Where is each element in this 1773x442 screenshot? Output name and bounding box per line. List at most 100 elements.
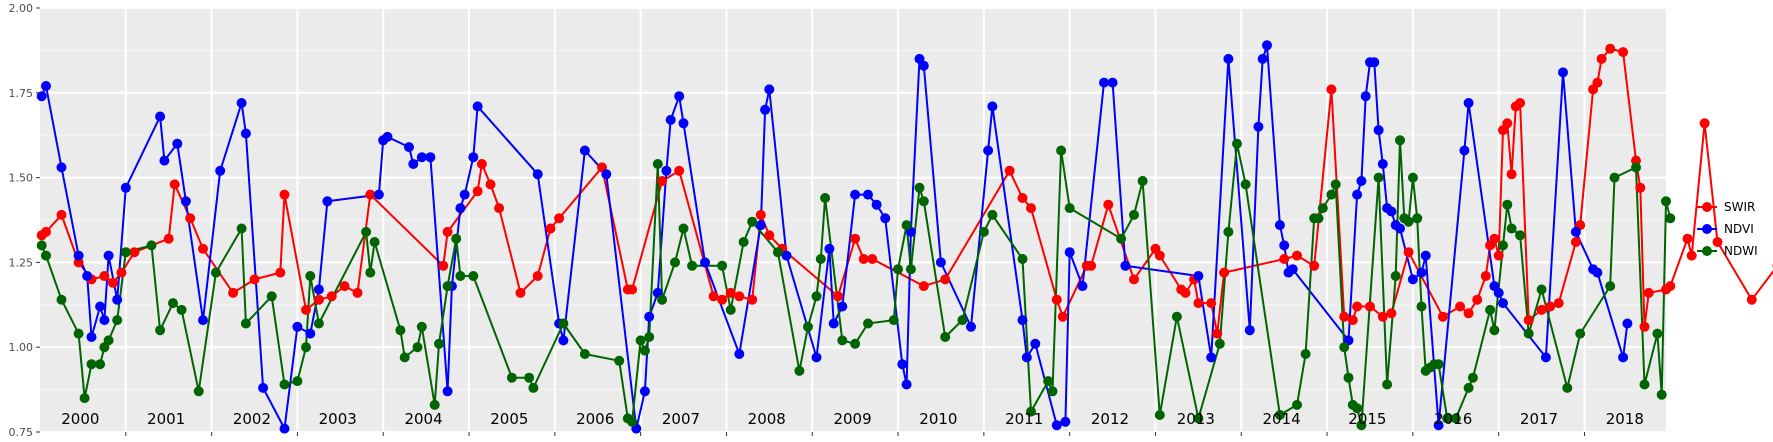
data-point — [1352, 189, 1363, 200]
data-point — [1026, 203, 1036, 214]
year-label: 2014 — [1263, 410, 1301, 428]
data-point — [1459, 145, 1470, 156]
data-point — [1206, 298, 1217, 309]
data-point — [644, 332, 655, 342]
data-point — [1485, 304, 1496, 315]
data-point — [820, 193, 831, 203]
data-point — [1212, 328, 1223, 339]
data-point — [1665, 281, 1676, 292]
data-point — [893, 264, 903, 275]
data-point — [828, 318, 839, 329]
data-point — [1407, 274, 1418, 285]
data-point — [1339, 342, 1350, 353]
data-point — [1180, 287, 1191, 298]
data-point — [1631, 162, 1641, 173]
data-point — [159, 155, 170, 166]
data-point — [36, 240, 47, 251]
legend: SWIR NDVI NDWI — [1697, 200, 1758, 258]
data-point — [163, 233, 174, 244]
data-point — [940, 332, 951, 342]
data-point — [305, 271, 316, 281]
data-point — [425, 152, 436, 163]
major-gridlines — [40, 7, 1666, 433]
data-point — [935, 257, 946, 268]
data-point — [858, 254, 869, 264]
data-point — [897, 359, 908, 370]
data-point — [1240, 179, 1251, 190]
legend-label: NDVI — [1724, 222, 1754, 236]
data-point — [1377, 311, 1388, 322]
data-point — [1056, 145, 1067, 156]
data-point — [416, 321, 427, 332]
data-point — [41, 250, 51, 261]
data-point — [313, 294, 324, 305]
data-point — [1618, 352, 1629, 363]
data-point — [36, 91, 47, 102]
data-point — [657, 176, 668, 186]
data-point — [1420, 250, 1431, 261]
data-point — [404, 142, 414, 153]
data-point — [1433, 359, 1444, 370]
data-point — [155, 111, 166, 122]
year-label: 2000 — [61, 410, 99, 428]
data-point — [1287, 264, 1298, 275]
data-point — [966, 321, 976, 332]
data-point — [1395, 223, 1405, 234]
data-point — [850, 338, 861, 349]
data-point — [99, 271, 110, 281]
data-point — [1057, 311, 1068, 322]
data-point — [781, 250, 792, 261]
points-ndvi — [36, 40, 1633, 434]
data-point — [1498, 240, 1508, 251]
data-point — [1051, 420, 1062, 431]
data-point — [734, 349, 745, 359]
data-point — [1300, 349, 1311, 359]
data-point — [678, 118, 689, 129]
data-point — [236, 223, 247, 234]
data-point — [918, 60, 929, 71]
data-point — [1463, 308, 1474, 319]
data-point — [56, 294, 67, 305]
data-point — [1618, 47, 1629, 58]
data-point — [824, 243, 835, 254]
data-point — [837, 301, 848, 312]
legend-key-point — [1702, 246, 1712, 256]
data-point — [528, 382, 539, 393]
data-point — [1489, 325, 1500, 336]
data-point — [657, 294, 668, 305]
data-point — [1540, 352, 1551, 363]
data-point — [301, 342, 311, 353]
data-point — [670, 257, 680, 268]
data-point — [1467, 372, 1478, 383]
data-point — [987, 101, 998, 112]
data-point — [1116, 233, 1127, 244]
data-point — [515, 287, 526, 298]
data-point — [940, 274, 951, 285]
data-point — [1214, 338, 1225, 349]
legend-key-point — [1702, 202, 1712, 212]
data-point — [1253, 121, 1264, 132]
data-point — [639, 345, 650, 356]
year-label: 2005 — [490, 410, 528, 428]
data-point — [1570, 237, 1581, 247]
data-point — [1064, 247, 1075, 258]
data-point — [1107, 77, 1118, 88]
data-point — [918, 196, 929, 207]
data-point — [863, 318, 873, 329]
data-point — [468, 271, 479, 281]
data-point — [1639, 321, 1650, 332]
data-point — [1120, 260, 1131, 271]
data-point — [627, 416, 638, 427]
data-point — [1643, 287, 1654, 298]
data-point — [506, 372, 517, 383]
data-point — [82, 271, 93, 281]
data-point — [734, 291, 745, 302]
data-point — [1219, 267, 1230, 278]
x-axis — [125, 432, 1585, 436]
year-label: 2017 — [1520, 410, 1558, 428]
data-point — [1004, 165, 1015, 176]
data-point — [258, 382, 269, 393]
legend-item-ndvi: NDVI — [1697, 222, 1754, 236]
data-point — [168, 298, 178, 309]
data-point — [1592, 77, 1603, 88]
